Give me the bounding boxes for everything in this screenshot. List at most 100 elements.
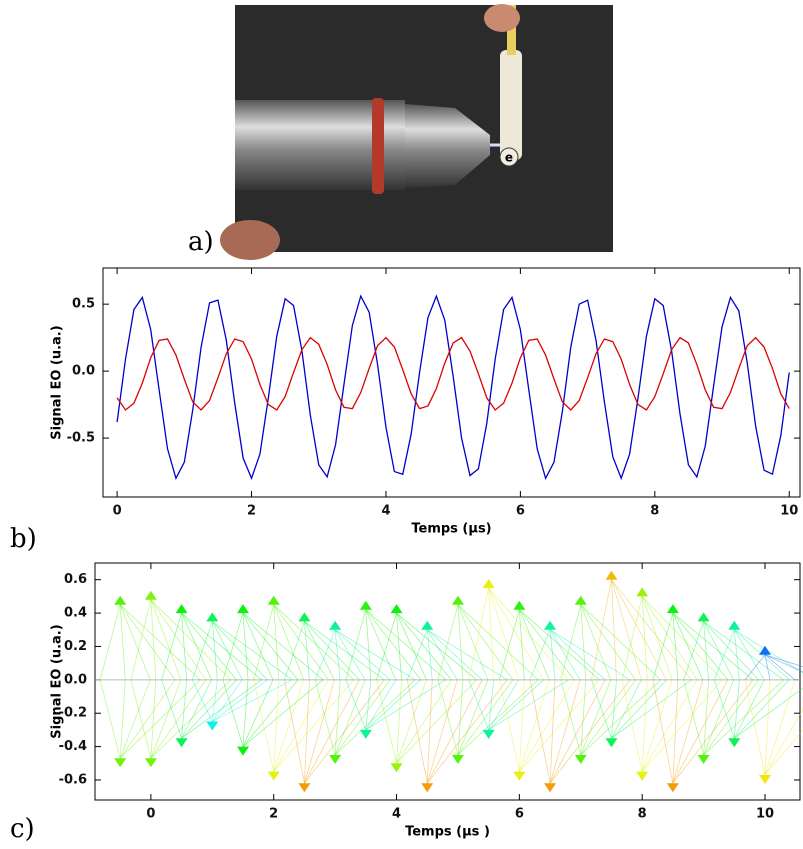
vector-head: [451, 595, 464, 605]
vector-spoke: [764, 729, 803, 776]
vector-spoke: [641, 596, 698, 681]
vector-spoke: [641, 596, 673, 680]
vector-spoke: [242, 613, 249, 680]
vector-spoke: [488, 588, 495, 680]
vector-arrow: [345, 600, 447, 681]
vector-spoke: [611, 579, 692, 681]
vector-spoke: [304, 621, 335, 681]
vector-head: [482, 729, 495, 739]
vector-head: [206, 721, 219, 731]
vector-spoke: [130, 679, 152, 759]
vector-spoke: [733, 679, 790, 739]
vector-arrow: [652, 679, 754, 793]
vector-spoke: [119, 604, 151, 680]
vector-spoke: [181, 679, 187, 739]
vector-arrow: [406, 620, 508, 681]
vector-head: [513, 771, 526, 781]
x-tick-label: 0: [113, 504, 122, 519]
vector-arrow: [284, 612, 385, 681]
vector-spoke: [519, 609, 600, 681]
vector-spoke: [457, 679, 539, 756]
panel-label: c): [10, 814, 35, 844]
vector-spoke: [549, 629, 581, 681]
vector-spoke: [365, 609, 372, 680]
vector-spoke: [119, 679, 201, 759]
vector-spoke: [376, 612, 397, 680]
vector-spoke: [334, 629, 341, 680]
vector-spoke: [150, 599, 182, 680]
vector-arrow: [621, 679, 723, 781]
vector-spoke: [365, 609, 447, 681]
vector-spoke: [764, 708, 803, 776]
vector-spoke: [549, 629, 606, 681]
vector-head: [359, 729, 372, 739]
vector-spoke: [549, 629, 631, 681]
vector-spoke: [591, 579, 612, 680]
vector-spoke: [119, 604, 201, 681]
vector-spoke: [672, 679, 679, 784]
y-tick-label: 0.0: [72, 364, 95, 379]
vector-spoke: [733, 629, 740, 680]
vector-spoke: [365, 609, 397, 680]
vector-spoke: [733, 679, 765, 739]
x-tick-label: 2: [269, 807, 278, 822]
vector-spoke: [703, 621, 784, 681]
vector-spoke: [212, 679, 268, 722]
vector-spoke: [161, 612, 182, 680]
vector-spoke: [703, 679, 734, 756]
vector-spoke: [498, 679, 520, 772]
vector-head: [605, 738, 618, 748]
vector-spoke: [518, 679, 550, 772]
vector-spoke: [457, 679, 489, 756]
vector-spoke: [396, 679, 452, 764]
vector-spoke: [734, 687, 803, 739]
vector-spoke: [611, 679, 617, 739]
vector-spoke: [396, 613, 402, 680]
vector-spoke: [273, 604, 330, 681]
vector-spoke: [498, 609, 520, 680]
vector-arrow: [161, 604, 262, 681]
vector-spoke: [641, 596, 723, 681]
vector-spoke: [591, 679, 612, 739]
vector-head: [359, 600, 372, 610]
vector-spoke: [242, 612, 299, 681]
vector-arrow: [130, 590, 232, 681]
x-tick-label: 8: [638, 807, 647, 822]
vector-spoke: [672, 613, 679, 680]
vector-spoke: [99, 604, 121, 680]
vector-spoke: [253, 604, 275, 680]
vector-spoke: [345, 679, 367, 731]
vector-head: [175, 604, 188, 614]
vector-spoke: [334, 679, 391, 756]
series-line: [116, 294, 790, 481]
vector-spoke: [549, 679, 581, 784]
vector-spoke: [181, 679, 212, 739]
vector-spoke: [703, 621, 734, 681]
vector-head: [513, 600, 526, 610]
vector-spoke: [549, 629, 556, 680]
y-tick-label: 0.0: [64, 672, 87, 687]
vector-arrow: [376, 604, 477, 681]
vector-spoke: [191, 679, 213, 722]
vector-spoke: [580, 679, 612, 756]
vector-spoke: [119, 679, 176, 759]
vector-spoke: [488, 587, 569, 681]
vector-spoke: [764, 679, 771, 775]
vector-spoke: [273, 604, 305, 680]
y-tick-label: -0.6: [59, 772, 87, 787]
vector-spoke: [621, 679, 643, 772]
vector-spoke: [365, 679, 447, 731]
photo: e: [220, 4, 613, 260]
vector-arrow: [161, 679, 262, 748]
x-tick-label: 0: [146, 807, 155, 822]
x-axis-label: Temps (µs ): [405, 825, 490, 840]
vector-spoke: [672, 612, 729, 681]
vector-spoke: [427, 629, 508, 681]
vector-spoke: [150, 679, 182, 759]
vector-spoke: [580, 604, 637, 681]
vector-spoke: [580, 679, 662, 756]
vector-spoke: [457, 679, 464, 755]
vector-arrow: [99, 679, 201, 768]
vector-spoke: [580, 679, 587, 755]
vector-spoke: [396, 679, 402, 764]
